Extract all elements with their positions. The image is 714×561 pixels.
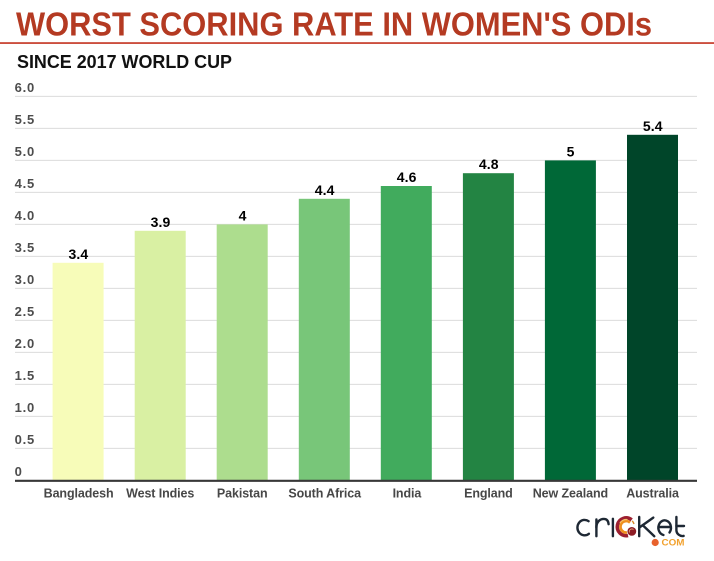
svg-text:4.4: 4.4 xyxy=(315,182,335,198)
svg-text:4.8: 4.8 xyxy=(479,156,499,172)
svg-text:2.0: 2.0 xyxy=(15,336,35,351)
svg-text:4.0: 4.0 xyxy=(15,208,35,223)
svg-text:3.5: 3.5 xyxy=(15,240,35,255)
svg-text:Pakistan: Pakistan xyxy=(217,487,268,501)
svg-text:4.5: 4.5 xyxy=(15,176,35,191)
svg-text:3.9: 3.9 xyxy=(151,214,171,230)
svg-text:4: 4 xyxy=(239,207,247,223)
svg-text:0.5: 0.5 xyxy=(15,432,35,447)
svg-text:1.0: 1.0 xyxy=(15,400,35,415)
svg-text:Bangladesh: Bangladesh xyxy=(44,487,114,501)
svg-text:1.5: 1.5 xyxy=(15,368,35,383)
svg-text:COM: COM xyxy=(662,538,685,548)
svg-text:0: 0 xyxy=(15,464,23,479)
svg-text:5.4: 5.4 xyxy=(643,118,663,134)
svg-text:6.0: 6.0 xyxy=(15,80,35,95)
svg-text:3.4: 3.4 xyxy=(69,246,89,262)
svg-text:West Indies: West Indies xyxy=(126,487,194,501)
svg-text:England: England xyxy=(464,487,513,501)
svg-text:South Africa: South Africa xyxy=(288,487,362,501)
svg-text:Australia: Australia xyxy=(626,487,680,501)
svg-text:5.0: 5.0 xyxy=(15,144,35,159)
svg-text:5: 5 xyxy=(567,143,575,159)
svg-text:WORST SCORING RATE IN WOMEN'S: WORST SCORING RATE IN WOMEN'S ODIs xyxy=(16,7,652,44)
svg-text:4.6: 4.6 xyxy=(397,169,417,185)
svg-text:New Zealand: New Zealand xyxy=(533,487,608,501)
svg-text:2.5: 2.5 xyxy=(15,304,35,319)
svg-text:5.5: 5.5 xyxy=(15,112,35,127)
svg-text:SINCE 2017 WORLD CUP: SINCE 2017 WORLD CUP xyxy=(17,51,232,72)
svg-text:3.0: 3.0 xyxy=(15,272,35,287)
svg-text:India: India xyxy=(393,487,423,501)
